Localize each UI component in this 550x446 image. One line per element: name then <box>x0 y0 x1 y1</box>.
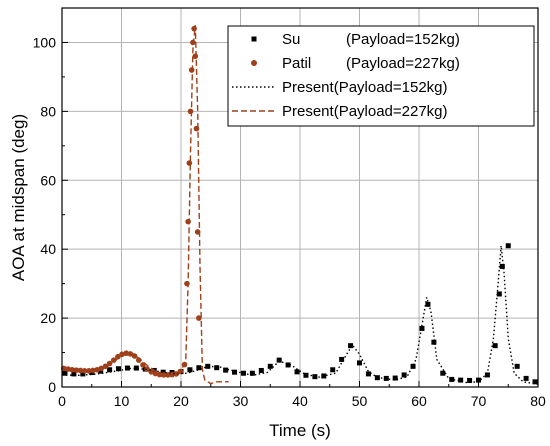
x-axis-title: Time (s) <box>269 421 331 440</box>
data-point-su <box>205 363 211 369</box>
x-tick-label: 30 <box>233 393 249 409</box>
data-point-su <box>214 365 220 371</box>
data-point-su <box>425 301 431 307</box>
data-point-su <box>514 363 520 369</box>
legend-label-present-227: Present(Payload=227kg) <box>282 103 448 120</box>
tick-labels: 0 10 20 30 40 50 60 70 80 0 20 40 60 80 100 <box>33 34 546 409</box>
data-point-su <box>532 379 538 385</box>
data-point-su <box>458 377 464 383</box>
y-tick-label: 80 <box>40 103 56 119</box>
data-point-su <box>449 376 455 382</box>
data-point-su <box>80 371 86 377</box>
legend-label-su: Su <box>282 31 300 48</box>
data-point-su <box>348 343 354 349</box>
y-tick-label: 60 <box>40 172 56 188</box>
x-tick-label: 40 <box>292 393 308 409</box>
data-point-su <box>98 368 104 374</box>
legend-note-patil: (Payload=227kg) <box>346 55 460 72</box>
plot-data <box>60 25 539 385</box>
x-tick-label: 60 <box>411 393 427 409</box>
data-point-su <box>133 365 139 371</box>
data-point-su <box>187 367 193 373</box>
data-point-su <box>401 372 407 378</box>
series-line-present-payload-152kg <box>61 245 539 385</box>
data-point-su <box>467 377 473 383</box>
data-point-su <box>223 367 229 373</box>
data-point-su <box>505 243 511 249</box>
series-present-payload-227kg <box>61 25 229 385</box>
y-tick-label: 20 <box>40 310 56 326</box>
x-tick-label: 10 <box>114 393 130 409</box>
data-point-su <box>365 371 371 377</box>
legend-symbol-patil <box>251 60 257 66</box>
data-point-su <box>107 367 113 373</box>
data-point-su <box>357 360 362 366</box>
data-point-su <box>410 363 416 369</box>
data-point-su <box>523 375 529 381</box>
x-tick-label: 80 <box>530 393 546 409</box>
data-point-su <box>339 356 345 362</box>
axis-ticks <box>61 41 539 388</box>
data-point-su <box>419 325 425 331</box>
data-point-su <box>484 372 490 378</box>
data-point-su <box>294 369 300 375</box>
data-point-patil <box>185 218 191 225</box>
legend-box <box>227 25 535 127</box>
data-point-su <box>232 369 238 375</box>
data-point-su <box>499 263 505 269</box>
data-point-patil <box>184 280 190 287</box>
data-point-su <box>196 365 202 371</box>
data-point-su <box>496 291 502 297</box>
data-point-su <box>249 370 255 376</box>
series-line-present-payload-227kg <box>61 25 229 385</box>
legend-symbol-su <box>251 36 257 42</box>
data-point-su <box>258 367 264 373</box>
data-point-su <box>321 373 327 379</box>
x-tick-label: 20 <box>173 393 189 409</box>
y-tick-label: 0 <box>48 379 56 395</box>
y-tick-label: 40 <box>40 241 56 257</box>
legend-label-present-152: Present(Payload=152kg) <box>282 79 448 96</box>
data-point-su <box>116 366 122 372</box>
data-point-su <box>160 369 166 375</box>
data-point-su <box>62 370 68 376</box>
data-point-patil <box>85 368 92 374</box>
data-point-su <box>303 372 309 378</box>
legend-label-patil: Patil <box>282 55 311 72</box>
data-point-su <box>440 370 446 376</box>
y-axis-title: AOA at midspan (deg) <box>9 114 28 281</box>
data-point-patil <box>196 315 202 321</box>
series-su <box>62 243 538 385</box>
x-tick-label: 50 <box>352 393 368 409</box>
data-point-patil <box>102 363 109 370</box>
data-point-su <box>492 343 498 349</box>
data-point-su <box>476 377 481 383</box>
data-point-su <box>431 339 437 345</box>
data-point-su <box>71 371 77 377</box>
x-tick-label: 70 <box>471 393 487 409</box>
series-present-payload-152kg <box>61 245 539 385</box>
legend: Su (Payload=152kg) Patil (Payload=227kg)… <box>227 25 535 127</box>
data-point-patil <box>188 67 195 73</box>
data-point-su <box>124 365 130 371</box>
data-point-su <box>267 363 273 369</box>
data-point-patil <box>144 366 150 372</box>
legend-symbols <box>232 36 276 112</box>
data-point-patil <box>115 353 121 360</box>
data-point-su <box>285 362 291 368</box>
data-point-su <box>276 357 282 363</box>
data-point-su <box>392 375 398 381</box>
data-point-patil <box>187 108 194 115</box>
legend-note-su: (Payload=152kg) <box>346 31 460 48</box>
data-point-su <box>330 367 336 373</box>
y-tick-label: 100 <box>33 34 57 50</box>
data-point-patil <box>186 160 193 166</box>
x-tick-label: 0 <box>58 393 66 409</box>
